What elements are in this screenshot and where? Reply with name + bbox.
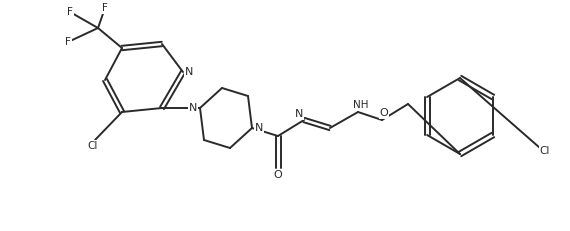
- Text: O: O: [274, 170, 282, 180]
- Text: Cl: Cl: [540, 146, 550, 156]
- Text: F: F: [102, 3, 108, 13]
- Text: F: F: [67, 7, 73, 17]
- Text: Cl: Cl: [88, 141, 98, 151]
- Text: NH: NH: [353, 100, 369, 110]
- Text: N: N: [189, 103, 197, 113]
- Text: N: N: [295, 109, 303, 119]
- Text: N: N: [255, 123, 263, 133]
- Text: N: N: [185, 67, 193, 77]
- Text: O: O: [380, 108, 388, 118]
- Text: F: F: [65, 37, 71, 47]
